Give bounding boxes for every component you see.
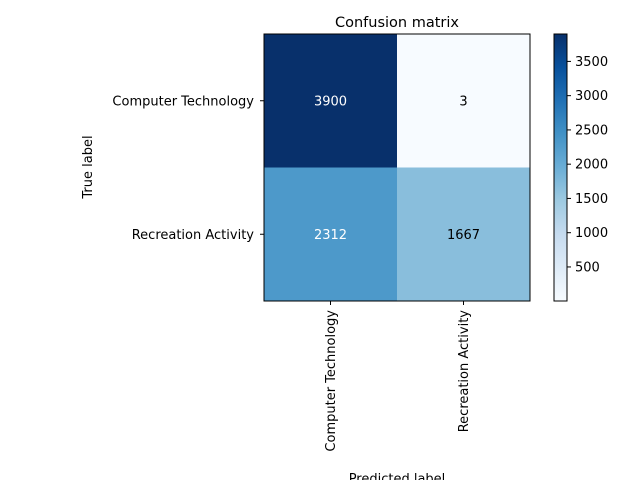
colorbar-ticks: 500 1000 1500 2000 2500 3000 3500 (567, 55, 608, 275)
cell-value-label-1-0: 2312 (314, 228, 347, 243)
heatmap-cell-labels: 3900 3 2312 1667 (314, 94, 480, 243)
y-axis-ticks: Computer Technology Recreation Activity (112, 94, 264, 243)
heatmap-cell-1-1 (397, 167, 531, 302)
heatmap-cells (264, 34, 531, 302)
y-tick-label: Computer Technology (112, 94, 254, 109)
plot-frame (263, 33, 531, 302)
x-axis-label: Predicted label (349, 472, 446, 480)
heatmap-cell-0-0 (264, 34, 398, 168)
colorbar-tick-label: 1000 (575, 226, 608, 241)
y-tick-label: Recreation Activity (132, 228, 255, 243)
cell-value-label-1-1: 1667 (447, 228, 480, 243)
cell-value-label-0-0: 3900 (314, 94, 347, 109)
x-tick-label: Computer Technology (324, 310, 339, 452)
x-tick-label: Recreation Activity (457, 310, 472, 433)
colorbar-tick-label: 3500 (575, 55, 608, 70)
colorbar-tick-label: 2500 (575, 123, 608, 138)
chart-title: Confusion matrix (335, 15, 459, 31)
heatmap-cell-0-1 (397, 34, 531, 168)
colorbar (553, 33, 568, 302)
heatmap-cell-1-0 (264, 167, 398, 302)
colorbar-tick-label: 500 (575, 260, 600, 275)
cell-value-label-0-1: 3 (459, 94, 467, 109)
colorbar-tick-label: 1500 (575, 192, 608, 207)
colorbar-tick-label: 3000 (575, 89, 608, 104)
y-axis-label: True label (81, 135, 96, 199)
colorbar-tick-label: 2000 (575, 158, 608, 173)
x-axis-ticks: Computer Technology Recreation Activity (324, 301, 472, 452)
